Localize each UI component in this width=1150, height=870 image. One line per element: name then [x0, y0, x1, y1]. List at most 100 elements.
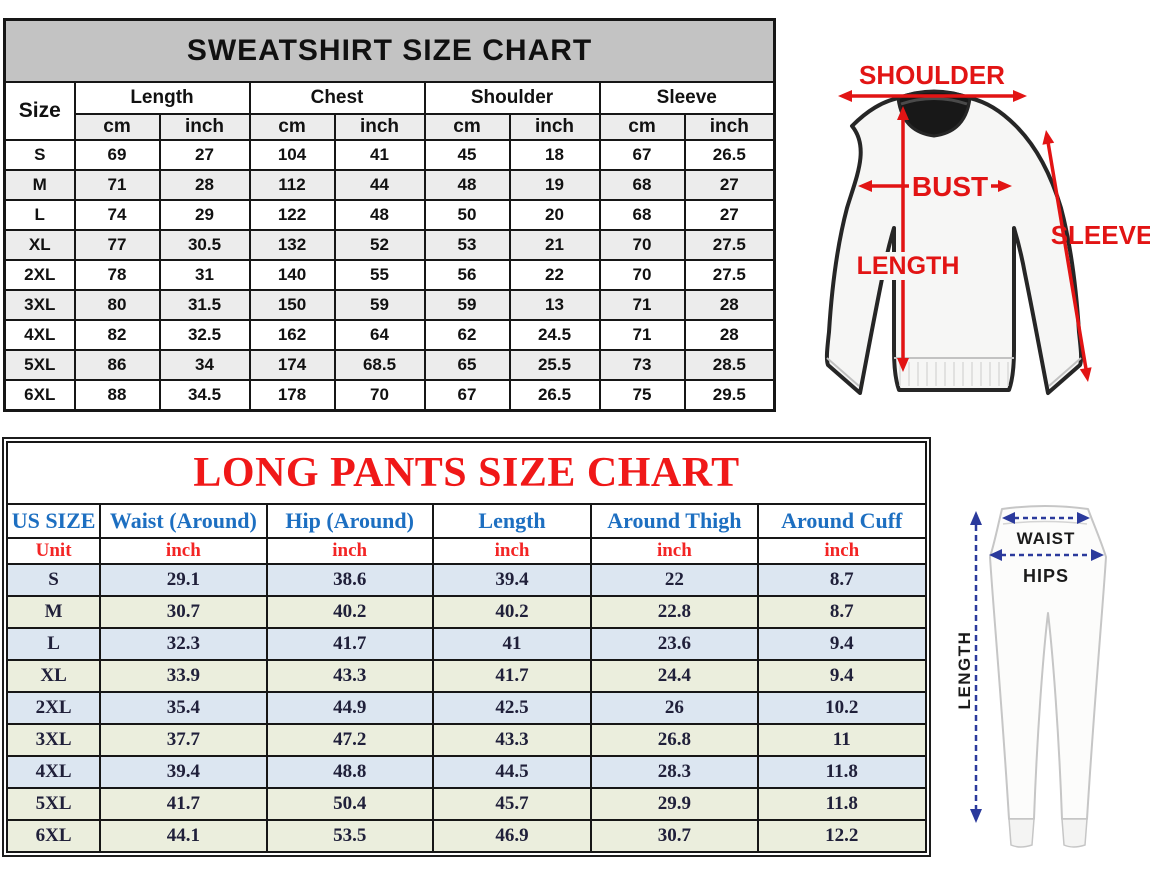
column-header-cuff: Around Cuff: [756, 503, 928, 539]
value-cell: 68.5: [333, 349, 426, 381]
value-cell: 9.4: [756, 659, 928, 693]
value-cell: 64: [333, 319, 426, 351]
value-cell: 41: [431, 627, 593, 661]
value-cell: 8.7: [756, 595, 928, 629]
unit-cell: inch: [431, 537, 593, 565]
size-cell: M: [3, 169, 76, 201]
table-row: 5XL 86 34 174 68.5 65 25.5 73 28.5: [3, 349, 776, 381]
column-header-size: Size: [3, 81, 76, 141]
table-row: 6XL 44.1 53.5 46.9 30.7 12.2: [5, 819, 928, 853]
sweatshirt-measurement-diagram: SHOULDER BUST LENGTH SLEEVE: [824, 60, 1150, 395]
unit-header: cm: [423, 113, 511, 141]
value-cell: 33.9: [99, 659, 268, 693]
value-cell: 70: [598, 259, 686, 291]
pants-body: [989, 505, 1107, 820]
size-cell: L: [3, 199, 76, 231]
sweater-collar: [896, 89, 972, 138]
value-cell: 80: [73, 289, 161, 321]
table-row: 4XL 82 32.5 162 64 62 24.5 71 28: [3, 319, 776, 351]
value-cell: 28.3: [590, 755, 759, 789]
value-cell: 11.8: [756, 787, 928, 821]
value-cell: 45.7: [431, 787, 593, 821]
unit-header: cm: [248, 113, 336, 141]
value-cell: 42.5: [431, 691, 593, 725]
value-cell: 21: [508, 229, 601, 261]
value-cell: 34.5: [158, 379, 251, 412]
value-cell: 26.5: [683, 139, 776, 171]
collar-rib: [900, 97, 968, 106]
table-row: 5XL 41.7 50.4 45.7 29.9 11.8: [5, 787, 928, 821]
size-cell: 2XL: [5, 691, 102, 725]
value-cell: 8.7: [756, 563, 928, 597]
value-cell: 23.6: [590, 627, 759, 661]
value-cell: 41.7: [265, 627, 434, 661]
value-cell: 30.7: [590, 819, 759, 853]
value-cell: 29.5: [683, 379, 776, 412]
table-row: M 71 28 112 44 48 19 68 27: [3, 169, 776, 201]
value-cell: 82: [73, 319, 161, 351]
value-cell: 65: [423, 349, 511, 381]
column-group-length: Length: [73, 81, 251, 115]
pants-hips-arrow: [989, 549, 1104, 561]
hem-ribs: [899, 362, 1009, 386]
value-cell: 9.4: [756, 627, 928, 661]
value-cell: 48: [333, 199, 426, 231]
value-cell: 43.3: [265, 659, 434, 693]
table-row: 2XL 78 31 140 55 56 22 70 27.5: [3, 259, 776, 291]
value-cell: 112: [248, 169, 336, 201]
value-cell: 34: [158, 349, 251, 381]
sleeve-arrow: [1042, 130, 1092, 382]
size-cell: 3XL: [5, 723, 102, 757]
bust-label: BUST: [912, 171, 988, 202]
value-cell: 12.2: [756, 819, 928, 853]
size-cell: 6XL: [5, 819, 102, 853]
value-cell: 53: [423, 229, 511, 261]
value-cell: 46.9: [431, 819, 593, 853]
sweater-body: [824, 90, 1084, 395]
value-cell: 162: [248, 319, 336, 351]
value-cell: 30.5: [158, 229, 251, 261]
length-arrow: [897, 106, 909, 372]
value-cell: 28: [158, 169, 251, 201]
value-cell: 71: [598, 319, 686, 351]
length-label: LENGTH: [857, 252, 960, 280]
size-cell: 4XL: [5, 755, 102, 789]
value-cell: 150: [248, 289, 336, 321]
cuff-line-left: [826, 357, 860, 387]
pants-measurement-diagram: WAIST HIPS LENGTH: [955, 505, 1107, 848]
table-row: S 29.1 38.6 39.4 22 8.7: [5, 563, 928, 597]
value-cell: 122: [248, 199, 336, 231]
cuff-line-right: [1048, 357, 1082, 387]
unit-cell: inch: [590, 537, 759, 565]
value-cell: 29.9: [590, 787, 759, 821]
value-cell: 74: [73, 199, 161, 231]
value-cell: 44: [333, 169, 426, 201]
value-cell: 68: [598, 169, 686, 201]
table-row: 6XL 88 34.5 178 70 67 26.5 75 29.5: [3, 379, 776, 412]
unit-header: cm: [73, 113, 161, 141]
value-cell: 56: [423, 259, 511, 291]
value-cell: 10.2: [756, 691, 928, 725]
shoulder-label: SHOULDER: [859, 60, 1005, 90]
size-cell: S: [3, 139, 76, 171]
unit-cell: inch: [756, 537, 928, 565]
value-cell: 88: [73, 379, 161, 412]
value-cell: 35.4: [99, 691, 268, 725]
column-header-length: Length: [431, 503, 593, 539]
size-cell: 4XL: [3, 319, 76, 351]
value-cell: 68: [598, 199, 686, 231]
value-cell: 26: [590, 691, 759, 725]
value-cell: 22: [590, 563, 759, 597]
table-row: 2XL 35.4 44.9 42.5 26 10.2: [5, 691, 928, 725]
value-cell: 25.5: [508, 349, 601, 381]
value-cell: 27: [158, 139, 251, 171]
value-cell: 73: [598, 349, 686, 381]
value-cell: 140: [248, 259, 336, 291]
bust-label-backdrop: [909, 170, 991, 200]
value-cell: 41.7: [431, 659, 593, 693]
table-row: 3XL 80 31.5 150 59 59 13 71 28: [3, 289, 776, 321]
value-cell: 39.4: [431, 563, 593, 597]
size-cell: 5XL: [5, 787, 102, 821]
value-cell: 86: [73, 349, 161, 381]
